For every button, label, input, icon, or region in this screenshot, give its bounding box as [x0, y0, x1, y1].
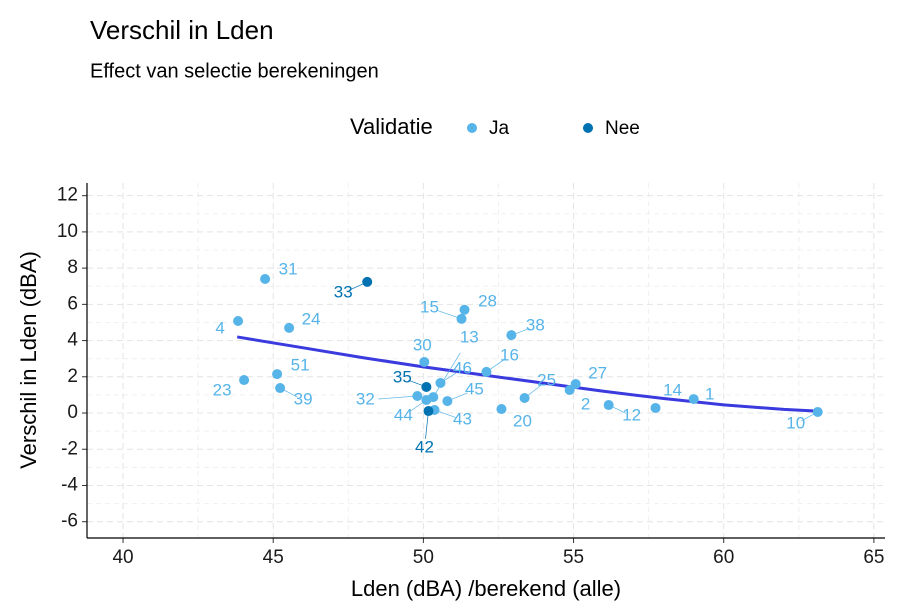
x-tick-label: 55: [563, 547, 584, 568]
point: [459, 304, 470, 315]
point: [419, 356, 430, 367]
x-tick-label: 45: [263, 547, 284, 568]
y-tick-label: -4: [61, 474, 78, 495]
point-label: 14: [663, 380, 682, 399]
legend-marker: [467, 123, 477, 133]
point-label: 24: [302, 309, 321, 328]
point-label: 32: [356, 389, 375, 408]
label-leader: [378, 395, 418, 400]
x-tick-label: 60: [713, 547, 734, 568]
point: [506, 330, 517, 341]
point: [481, 366, 492, 377]
point: [519, 392, 530, 403]
point: [564, 385, 575, 396]
x-tick-label: 65: [863, 547, 884, 568]
point: [412, 391, 423, 401]
legend-label: Nee: [605, 118, 640, 139]
point-label: 31: [279, 259, 298, 278]
point-label: 39: [294, 390, 313, 409]
trend-line: [236, 335, 820, 413]
point-label: 4: [215, 318, 224, 337]
point-label: 28: [478, 291, 497, 310]
point: [239, 375, 250, 386]
point-label: 25: [537, 370, 556, 389]
point-label: 15: [420, 297, 439, 316]
point: [688, 394, 699, 405]
y-tick-label: 2: [67, 366, 78, 387]
point-label: 23: [213, 381, 232, 400]
point: [603, 400, 614, 411]
chart-title: Verschil in Lden: [90, 15, 274, 45]
x-axis-title: Lden (dBA) /berekend (alle): [351, 576, 621, 601]
point-label: 1: [705, 385, 714, 404]
point-label: 35: [393, 367, 412, 386]
legend-label: Ja: [489, 118, 510, 139]
point: [421, 394, 432, 405]
point-label: 44: [394, 405, 413, 424]
y-tick-label: -2: [61, 438, 78, 459]
point: [442, 396, 453, 407]
point-label: 30: [413, 335, 432, 354]
point-label: 27: [588, 364, 607, 383]
y-tick-label: 10: [57, 221, 78, 242]
point-label: 12: [622, 406, 641, 425]
grid: [87, 183, 885, 538]
point: [362, 276, 373, 287]
legend-title: Validatie: [350, 114, 433, 139]
point: [456, 313, 467, 324]
point-label: 38: [526, 316, 545, 335]
point-label: 51: [291, 356, 310, 375]
y-tick-label: -6: [61, 511, 78, 532]
y-axis-title: Verschil in Lden (dBA): [16, 251, 41, 469]
point: [284, 322, 295, 333]
point-label: 33: [334, 282, 353, 301]
y-tick-label: 4: [67, 330, 78, 351]
legend-marker: [583, 123, 593, 133]
point-label: 13: [460, 328, 479, 347]
point: [812, 406, 823, 417]
point: [650, 402, 661, 413]
point-label: 43: [453, 409, 472, 428]
point: [423, 406, 434, 417]
point: [435, 377, 446, 388]
point: [275, 383, 286, 394]
point: [272, 369, 283, 380]
chart-subtitle: Effect van selectie berekeningen: [90, 60, 379, 82]
point-label: 45: [465, 380, 484, 399]
point: [260, 273, 271, 284]
y-tick-label: 8: [67, 257, 78, 278]
point-label: 20: [513, 412, 532, 431]
point: [421, 381, 432, 392]
point-label: 2: [581, 395, 590, 414]
point: [496, 404, 507, 415]
point-label: 16: [500, 345, 519, 364]
point: [233, 316, 244, 327]
point-label: 42: [415, 438, 434, 457]
y-tick-label: 6: [67, 293, 78, 314]
point-label: 46: [453, 358, 472, 377]
y-tick-label: 0: [67, 402, 78, 423]
y-tick-label: 12: [57, 185, 78, 206]
label-leader: [432, 352, 461, 398]
x-tick-label: 50: [413, 547, 434, 568]
x-tick-label: 40: [112, 547, 133, 568]
point-label: 10: [786, 413, 805, 432]
